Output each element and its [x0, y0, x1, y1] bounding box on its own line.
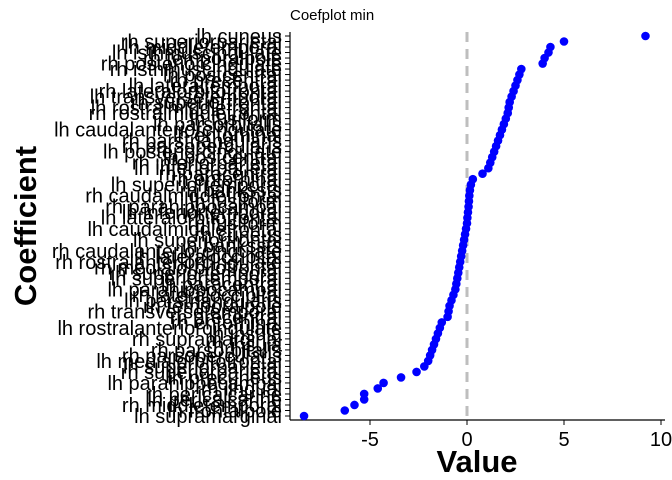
data-point [468, 174, 478, 184]
y-tick-label: rh isthmuscingulate [110, 59, 282, 81]
y-tick-label: lh isthmuscingulate [112, 43, 282, 65]
y-tick-label: lh rostralanteriorcingulate [57, 318, 282, 340]
x-tick-label: 5 [558, 429, 569, 451]
x-axis: -5 0 5 10 [290, 419, 672, 451]
y-tick-label: rh rostralmiddlefrontal [89, 103, 282, 125]
y-tick-label: lh fusiform [190, 191, 282, 213]
y-tick-label: lh lateraloccipital [134, 246, 282, 268]
data-point [437, 318, 447, 327]
y-tick-label: rh middletemporal [122, 395, 282, 417]
data-point [396, 373, 406, 382]
y-tick-label: rh inferiorparietal [132, 153, 282, 175]
data-point [340, 406, 350, 415]
data-points [299, 31, 650, 421]
y-tick-label: rh paracentral [159, 164, 282, 186]
y-tick-label: rh superiorparietal [121, 362, 282, 384]
y-tick-label: rh medialorbitofrontal [94, 257, 282, 279]
y-tick-label: lh frontalpole [167, 400, 282, 422]
y-tick-label: rh lingual [201, 378, 282, 400]
data-point [359, 389, 369, 399]
y-tick-label: lh entorhinal [173, 125, 282, 147]
y-tick-label: rh parsorbitalis [151, 340, 282, 362]
y-tick-label: lh inferiorparietal [134, 158, 282, 180]
y-axis-title: Coefficient [8, 146, 43, 306]
x-tick-label: -5 [361, 429, 379, 451]
y-tick-label: rh pericalcarine [145, 384, 282, 406]
x-axis-title: Value [437, 444, 518, 479]
y-tick-label: rh precentral [170, 307, 282, 329]
data-point [546, 42, 555, 52]
y-tick-label: lh fusiform [190, 109, 282, 131]
y-tick-label: lh supramarginal [134, 406, 282, 428]
data-point [350, 400, 359, 410]
y-tick-label: lh lateralorbitofrontal [101, 208, 282, 230]
y-tick-label: rh precentral [170, 70, 282, 92]
data-point [641, 31, 650, 41]
y-tick-label: lh medialorbitofrontal [96, 351, 282, 373]
x-tick-label: 10 [650, 429, 672, 451]
y-tick-label: lh pericalcarine [147, 389, 282, 411]
y-tick-label: lh cuneus [196, 26, 282, 48]
chart-title: Coefplot min [290, 7, 374, 24]
y-tick-label: lh parsorbitalis [153, 114, 282, 136]
y-tick-label: rh lateraloccipital [132, 285, 282, 307]
y-tick-label: rh temporalpole [143, 48, 282, 70]
y-tick-label: rh superiorparietal [121, 32, 282, 54]
data-point [559, 37, 569, 46]
y-tick-label: rh parsopercularis [122, 136, 282, 158]
data-point [412, 367, 421, 377]
y-tick-label: lh bankssts [182, 235, 282, 257]
y-tick-label: rh parahippocampal [105, 197, 282, 219]
y-tick-label: lh parahippocampal [107, 373, 282, 395]
y-tick-label: lh rostralmiddlefrontal [91, 98, 282, 120]
y-tick-label: rh entorhinal [171, 312, 282, 334]
data-point [373, 384, 383, 393]
y-tick-label: rh superiorfrontal [131, 92, 282, 114]
y-tick-label: rh rostralanteriorcingulate [55, 252, 282, 274]
y-tick-label: rh parsopercularis [122, 345, 282, 367]
x-tick-label: 0 [461, 429, 472, 451]
y-tick-label: lh lateraltemporal [129, 76, 282, 98]
y-tick-label: lh inferiortemporal [122, 202, 282, 224]
y-tick-label: rh entorhinal [171, 169, 282, 191]
y-tick-label: rh transversetemporal [87, 301, 282, 323]
data-point [299, 411, 309, 421]
y-tick-label: lh insula [209, 323, 283, 345]
y-tick-label: lh parstriangularis [124, 290, 282, 312]
y-tick-label: lh superiorparietal [123, 356, 282, 378]
data-point [379, 378, 388, 388]
y-tick-label: rh posteriorcingulate [101, 54, 282, 76]
y-tick-label: lh precuneus [167, 367, 282, 389]
y-tick-label: rh parstriangularis [122, 131, 282, 153]
y-tick-label: lh posteriorcingulate [103, 142, 282, 164]
y-tick-label: lh middletemporal [124, 37, 282, 59]
data-point [478, 169, 487, 178]
y-tick-label: rh bankssts [180, 180, 282, 202]
y-tick-label: lh superiortemporal [111, 175, 282, 197]
data-point [517, 64, 526, 74]
y-tick-label: rh lateralorbitofrontal [99, 81, 282, 103]
y-tick-label: lh superiortemporal [111, 268, 282, 290]
y-tick-label: rh superiortemporal [109, 263, 282, 285]
y-tick-label: lh caudalmiddlefrontal [87, 219, 282, 241]
y-tick-label: rh caudalmiddlefrontal [85, 186, 282, 208]
y-tick-label: rh supramarginal [132, 329, 282, 351]
y-tick-label: rh fusiform [188, 213, 282, 235]
y-tick-label: rh temporalpole [143, 296, 282, 318]
y-tick-label: lh superiorfrontal [133, 230, 282, 252]
y-tick-label: rh cuneus [194, 224, 282, 246]
y-tick-label: lh transversetemporal [90, 87, 282, 109]
y-tick-label: lh postcentral [163, 147, 282, 169]
y-tick-label: rh insula [206, 334, 282, 356]
y-tick-label: lh parahippocampal [107, 279, 282, 301]
y-tick-label: lh caudalanteriorcingulate [54, 120, 282, 142]
y-tick-label: lh postcentral [163, 65, 282, 87]
y-tick-label: lh paracentral [161, 274, 282, 296]
y-tick-label: rh caudalanteriorcingulate [52, 241, 282, 263]
